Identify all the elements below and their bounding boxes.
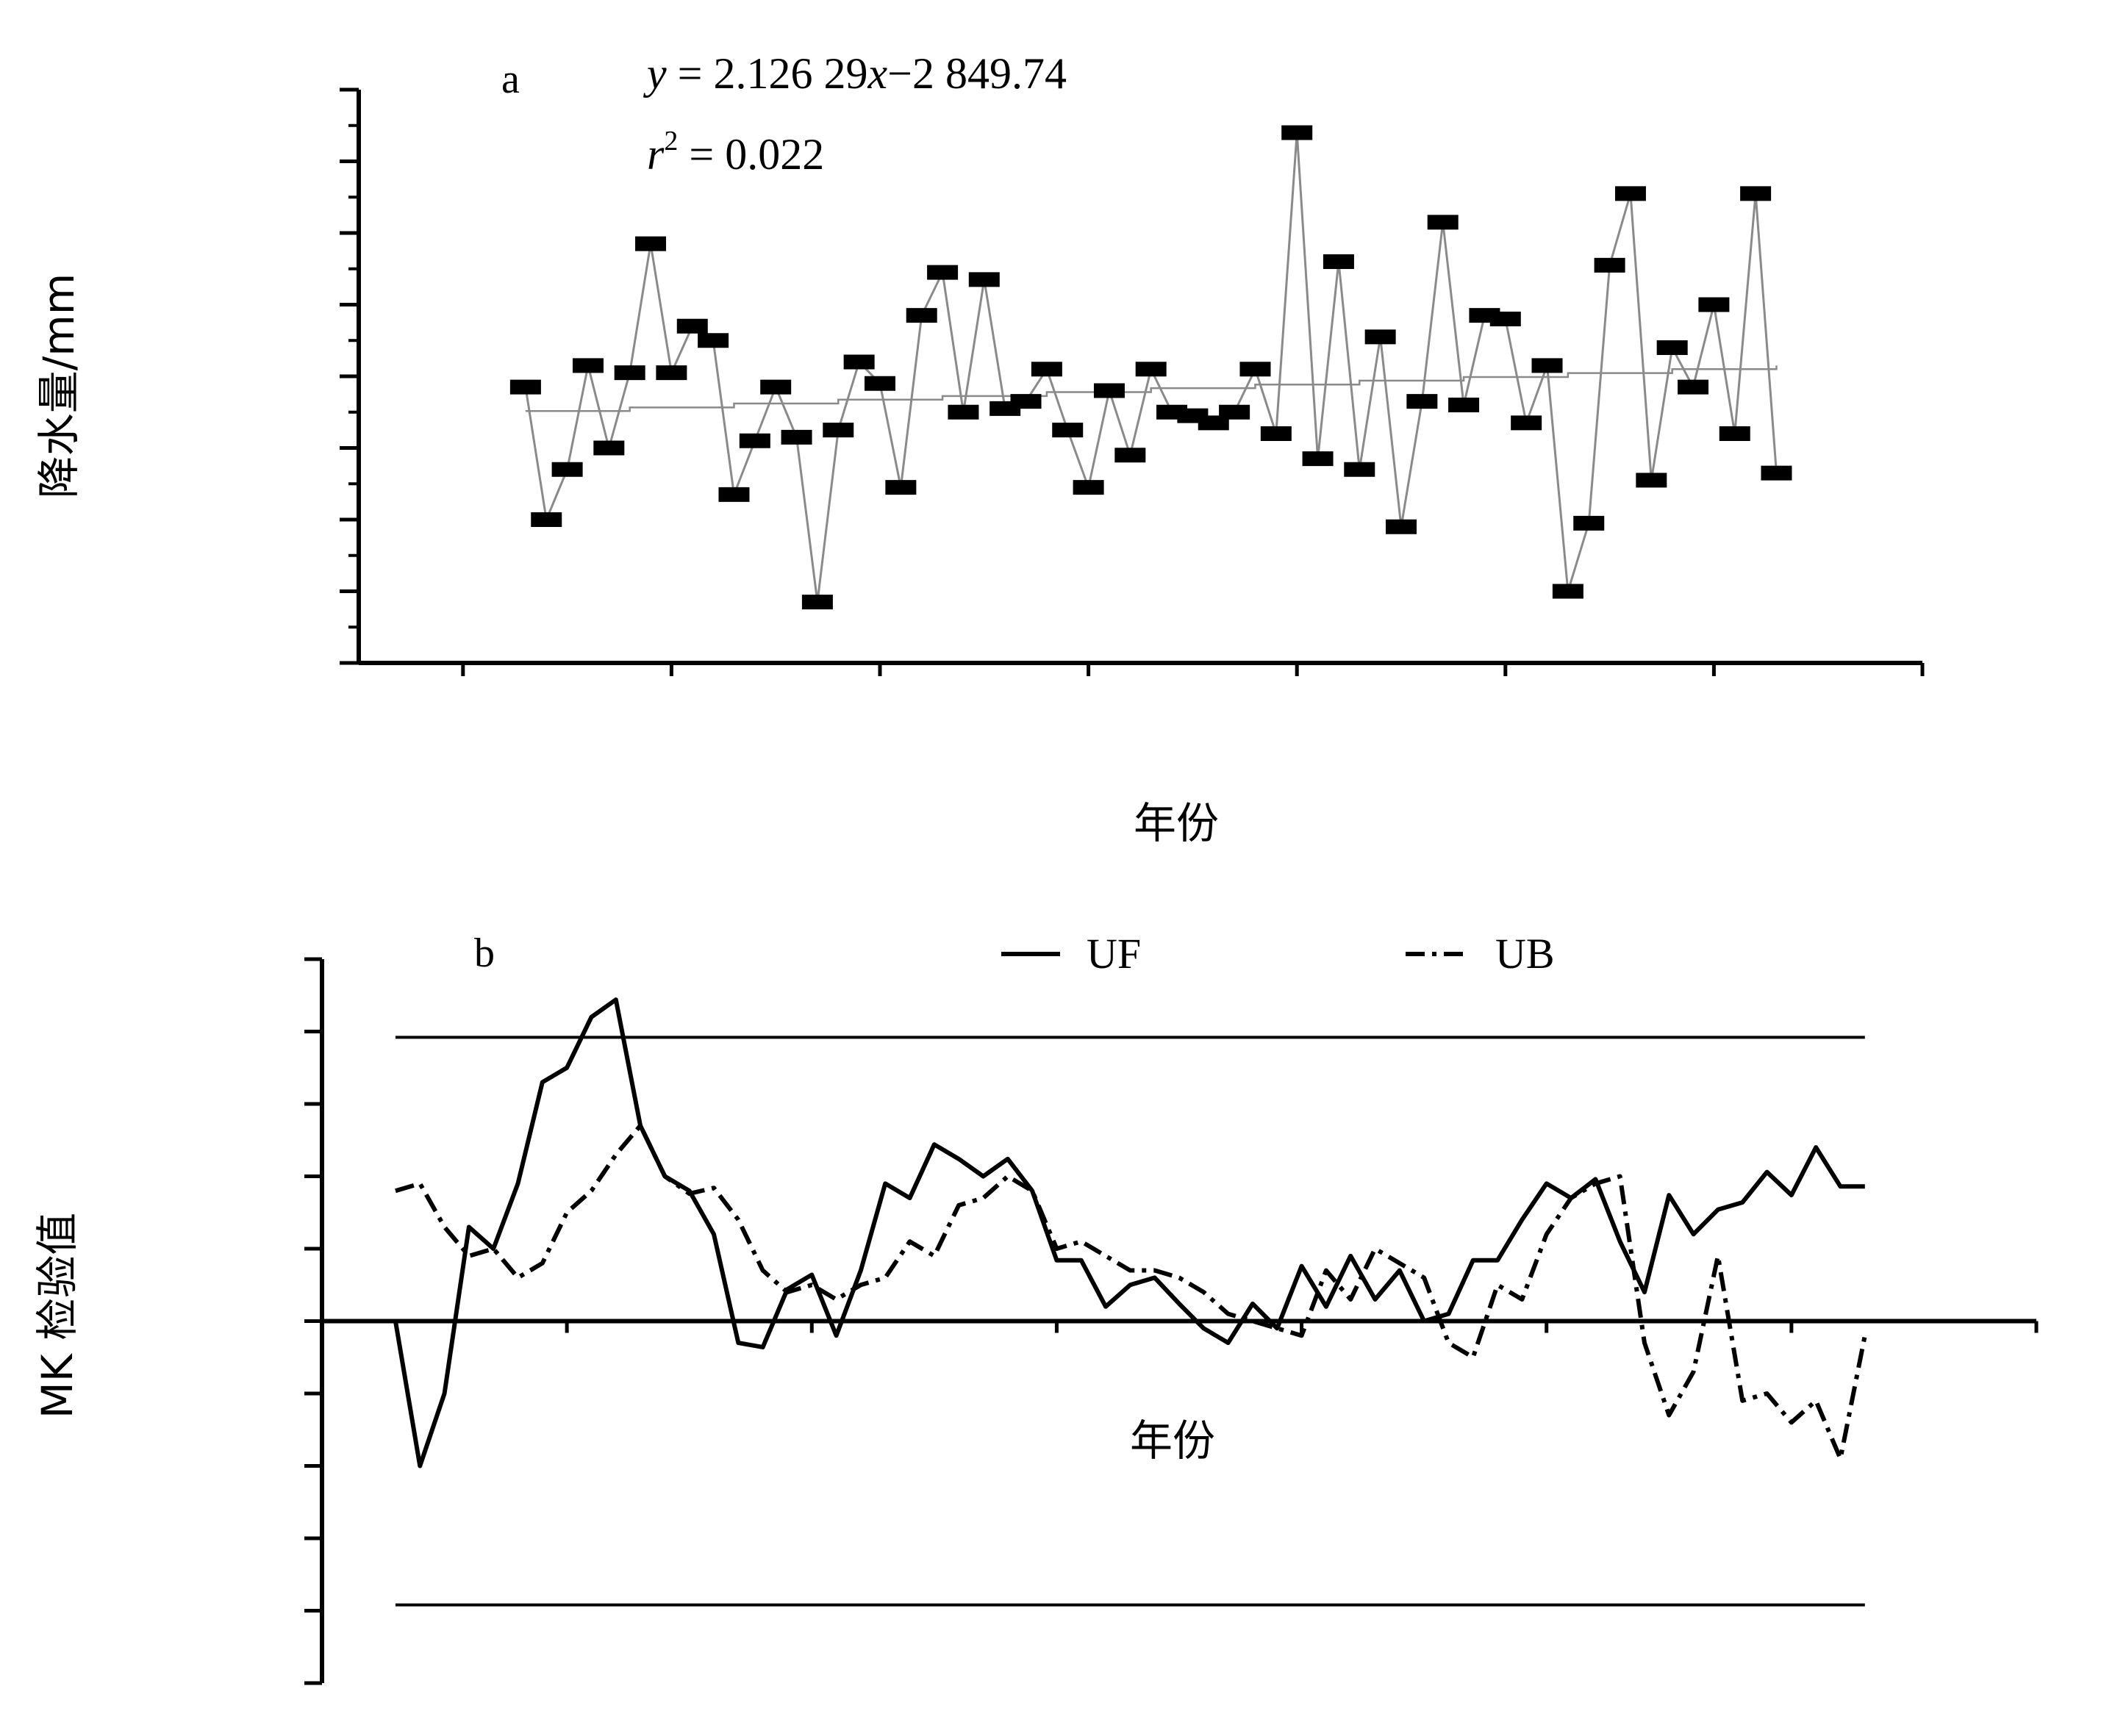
a-data-marker xyxy=(781,429,812,445)
a-data-marker xyxy=(1740,186,1772,201)
a-panel-letter: a xyxy=(501,57,520,102)
a-r: r xyxy=(647,130,665,179)
a-data-marker xyxy=(1135,362,1167,377)
b-y-axis-label: MK 检验值 xyxy=(32,1213,82,1419)
a-data-marker xyxy=(1364,329,1396,345)
a-r-value: = 0.022 xyxy=(678,130,824,179)
a-data-marker xyxy=(1239,362,1271,377)
legend-ub-label: UB xyxy=(1495,930,1555,978)
a-data-marker xyxy=(906,308,937,323)
a-data-marker xyxy=(1448,398,1480,412)
a-data-marker xyxy=(801,595,833,610)
a-data-marker xyxy=(1614,186,1646,201)
b-uf-line xyxy=(393,997,1865,1468)
a-axes xyxy=(340,87,1925,676)
a-data-marker xyxy=(698,333,729,348)
a-eq-coef: = 2.126 29 xyxy=(667,49,868,98)
b-ub-line xyxy=(395,1123,1867,1461)
a-data-marker xyxy=(1719,426,1750,441)
b-panel-letter: b xyxy=(474,930,495,976)
a-data-marker xyxy=(572,358,604,373)
a-data-marker xyxy=(1594,257,1625,273)
a-data-marker xyxy=(1323,254,1354,269)
a-data-marker xyxy=(739,433,770,448)
a-data-marker xyxy=(1344,462,1375,477)
b-axes xyxy=(304,957,2039,1685)
a-data-marker xyxy=(1489,312,1521,326)
legend-uf-label: UF xyxy=(1087,930,1141,978)
a-data-marker xyxy=(718,487,750,502)
b-x-axis-label: 年份 xyxy=(1130,1416,1215,1466)
a-data-marker xyxy=(1511,415,1542,431)
a-data-marker xyxy=(1302,451,1334,467)
a-precipitation-series xyxy=(509,125,1792,610)
a-y-axis-label: 降水量/mm xyxy=(34,273,84,499)
a-data-marker xyxy=(968,272,1000,287)
a-data-marker xyxy=(843,354,875,370)
a-data-marker xyxy=(635,236,667,251)
a-data-marker xyxy=(823,423,854,438)
a-data-marker xyxy=(1427,215,1459,230)
a-data-marker xyxy=(1636,473,1667,488)
a-data-marker xyxy=(1052,423,1084,438)
a-data-marker xyxy=(551,462,583,477)
b-legend: UF UB xyxy=(1001,930,1555,978)
a-data-marker xyxy=(1386,519,1417,534)
a-data-marker xyxy=(1678,379,1709,395)
a-data-marker xyxy=(1281,125,1313,140)
a-data-marker xyxy=(865,376,895,391)
a-data-marker xyxy=(593,440,625,456)
a-data-marker xyxy=(1093,383,1125,398)
a-data-marker xyxy=(509,379,541,395)
chart-b: b UF UB MK 检验值 年份 xyxy=(32,930,2039,1685)
a-r-sup: 2 xyxy=(664,126,678,157)
a-data-marker xyxy=(1073,480,1104,495)
a-r-squared: r2 = 0.022 xyxy=(647,126,824,179)
b-significance-lines xyxy=(395,1036,1865,1607)
a-x-axis-label: 年份 xyxy=(1134,798,1219,848)
a-data-marker xyxy=(1698,297,1730,312)
a-data-marker xyxy=(1010,394,1042,409)
a-data-marker xyxy=(1552,584,1583,599)
a-regression-equation: y = 2.126 29x−2 849.74 xyxy=(643,49,1067,98)
a-eq-y: y xyxy=(643,49,667,98)
chart-a: a y = 2.126 29x−2 849.74 r2 = 0.022 降水量/… xyxy=(34,49,1925,848)
a-data-marker xyxy=(1031,362,1062,377)
a-data-marker xyxy=(531,512,562,527)
a-data-marker xyxy=(614,365,645,381)
a-data-marker xyxy=(1573,515,1605,531)
a-data-marker xyxy=(1114,448,1146,463)
a-trend-step-line xyxy=(525,365,1778,412)
a-data-marker xyxy=(760,379,792,395)
a-data-marker xyxy=(676,318,708,334)
a-eq-intercept: −2 849.74 xyxy=(887,49,1067,98)
a-trend-line xyxy=(525,365,1778,412)
a-data-marker xyxy=(1656,340,1688,355)
a-data-marker xyxy=(885,480,917,495)
a-data-marker xyxy=(1761,465,1792,481)
a-data-marker xyxy=(1531,358,1563,373)
b-mk-series xyxy=(393,997,1867,1468)
a-data-marker xyxy=(656,365,687,381)
a-data-marker xyxy=(1260,426,1292,441)
a-data-marker xyxy=(948,404,979,420)
a-eq-x: x xyxy=(867,49,887,98)
a-data-marker xyxy=(1406,394,1438,409)
a-data-marker xyxy=(927,265,959,280)
a-data-marker xyxy=(1219,404,1250,420)
